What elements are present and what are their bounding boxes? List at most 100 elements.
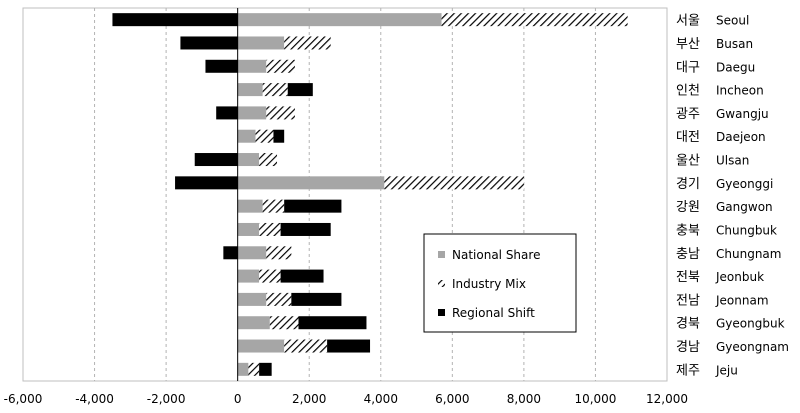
bar-jeju-industry-mix xyxy=(248,362,260,376)
category-label-en-ulsan: Ulsan xyxy=(716,154,749,168)
bar-incheon-industry-mix xyxy=(262,83,288,97)
x-axis-ticks: -6,000 -4,000 -2,000 0 2,000 4,000 6,000 8,000 1… xyxy=(4,392,688,406)
bar-gyeongbuk-industry-mix xyxy=(269,316,299,330)
bar-chungnam-regional-shift xyxy=(223,246,238,260)
bar-chungbuk-national-share xyxy=(237,222,260,236)
bar-busan-regional-shift xyxy=(180,36,238,50)
bar-jeonnam-regional-shift xyxy=(291,292,342,306)
legend-label-industry-mix: Industry Mix xyxy=(452,277,526,291)
x-tick-label: -2,000 xyxy=(147,392,186,406)
bar-daejeon-industry-mix xyxy=(255,129,274,143)
bar-jeonbuk-industry-mix xyxy=(259,269,281,283)
bar-ulsan-industry-mix xyxy=(259,153,278,167)
category-label-en-seoul: Seoul xyxy=(716,14,749,28)
bar-gangwon-regional-shift xyxy=(284,199,342,213)
category-label-ko-gwangju: 광주 xyxy=(676,107,700,122)
bar-gangwon-national-share xyxy=(237,199,263,213)
x-tick-label: 6,000 xyxy=(435,392,469,406)
legend-label-national-share: National Share xyxy=(452,248,540,262)
category-label-ko-gangwon: 강원 xyxy=(676,200,700,215)
bar-seoul-regional-shift xyxy=(112,13,238,27)
category-label-en-chungnam: Chungnam xyxy=(716,247,781,261)
bar-ulsan-regional-shift xyxy=(194,153,238,167)
bar-gyeonggi-national-share xyxy=(237,176,385,190)
bar-busan-industry-mix xyxy=(284,36,331,50)
gridlines xyxy=(94,8,596,381)
bar-daegu-national-share xyxy=(237,59,267,73)
bar-chungnam-national-share xyxy=(237,246,267,260)
category-label-en-daegu: Daegu xyxy=(716,60,755,74)
category-label-en-chungbuk: Chungbuk xyxy=(716,223,777,237)
bar-daejeon-national-share xyxy=(237,129,256,143)
bar-chungnam-industry-mix xyxy=(266,246,292,260)
category-label-en-gyeongbuk: Gyeongbuk xyxy=(716,317,785,331)
bar-gwangju-national-share xyxy=(237,106,267,120)
category-label-ko-chungnam: 충남 xyxy=(676,247,700,262)
bar-gwangju-industry-mix xyxy=(266,106,295,120)
category-label-en-gyeongnam: Gyeongnam xyxy=(716,340,789,354)
legend-swatch-industry-mix xyxy=(438,280,445,287)
bar-gwangju-regional-shift xyxy=(216,106,238,120)
bar-seoul-national-share xyxy=(237,13,442,27)
legend-label-regional-shift: Regional Shift xyxy=(452,306,535,320)
bar-jeju-regional-shift xyxy=(259,362,272,376)
bar-busan-national-share xyxy=(237,36,285,50)
bar-gyeongnam-national-share xyxy=(237,339,285,353)
bar-gyeongnam-regional-shift xyxy=(327,339,371,353)
bar-daejeon-regional-shift xyxy=(273,129,285,143)
legend-swatch-regional-shift xyxy=(438,309,445,316)
bar-incheon-regional-shift xyxy=(287,83,313,97)
bar-jeonnam-industry-mix xyxy=(266,292,292,306)
bar-daegu-regional-shift xyxy=(205,59,238,73)
x-tick-label: 4,000 xyxy=(364,392,398,406)
legend-box xyxy=(423,233,577,333)
category-label-en-gwangju: Gwangju xyxy=(716,107,769,121)
bar-gyeongnam-industry-mix xyxy=(284,339,328,353)
category-label-ko-gyeonggi: 경기 xyxy=(676,177,700,192)
x-tick-label: 8,000 xyxy=(507,392,541,406)
x-tick-label: 2,000 xyxy=(292,392,326,406)
bars xyxy=(112,13,628,376)
bar-chungbuk-regional-shift xyxy=(280,222,331,236)
category-label-ko-seoul: 서울 xyxy=(676,14,700,29)
x-tick-label: 12,000 xyxy=(646,392,688,406)
x-tick-label: 0 xyxy=(234,392,242,406)
x-tick-label: -6,000 xyxy=(4,392,43,406)
legend-swatch-national-share xyxy=(438,251,445,258)
category-label-en-daejeon: Daejeon xyxy=(716,130,766,144)
bar-jeonbuk-regional-shift xyxy=(280,269,324,283)
category-label-en-busan: Busan xyxy=(716,37,753,51)
category-label-ko-jeonbuk: 전북 xyxy=(676,270,700,285)
category-label-ko-chungbuk: 충북 xyxy=(676,223,700,238)
bar-seoul-industry-mix xyxy=(441,13,628,27)
bar-gyeonggi-industry-mix xyxy=(384,176,524,190)
bar-jeju-national-share xyxy=(237,362,249,376)
category-label-ko-incheon: 인천 xyxy=(676,84,700,99)
category-label-en-jeonbuk: Jeonbuk xyxy=(715,270,764,284)
bar-incheon-national-share xyxy=(237,83,263,97)
bar-chungbuk-industry-mix xyxy=(259,222,281,236)
category-label-ko-jeju: 제주 xyxy=(676,363,700,378)
category-label-en-gyeonggi: Gyeonggi xyxy=(716,177,773,191)
category-label-en-jeonnam: Jeonnam xyxy=(715,293,769,307)
bar-jeonbuk-national-share xyxy=(237,269,260,283)
bar-jeonnam-national-share xyxy=(237,292,267,306)
bar-gyeongbuk-national-share xyxy=(237,316,270,330)
bar-gyeonggi-regional-shift xyxy=(175,176,238,190)
category-label-ko-gyeongnam: 경남 xyxy=(676,340,700,355)
x-tick-label: -4,000 xyxy=(75,392,114,406)
y-axis-labels: 서울 Seoul 부산 Busan 대구 Daegu 인천 Incheon 광주 Gwangju 대… xyxy=(676,14,789,379)
category-label-ko-busan: 부산 xyxy=(676,37,700,52)
bar-gangwon-industry-mix xyxy=(262,199,285,213)
category-label-en-jeju: Jeju xyxy=(715,363,738,377)
category-label-ko-daegu: 대구 xyxy=(676,60,700,75)
category-label-en-gangwon: Gangwon xyxy=(716,200,773,214)
category-label-ko-jeonnam: 전남 xyxy=(676,293,700,308)
x-tick-label: 10,000 xyxy=(574,392,616,406)
category-label-en-incheon: Incheon xyxy=(716,84,764,98)
legend: National Share Industry Mix Regional Shi… xyxy=(423,233,577,333)
category-label-ko-daejeon: 대전 xyxy=(676,130,700,145)
bar-daegu-industry-mix xyxy=(266,59,295,73)
category-label-ko-ulsan: 울산 xyxy=(676,154,700,169)
